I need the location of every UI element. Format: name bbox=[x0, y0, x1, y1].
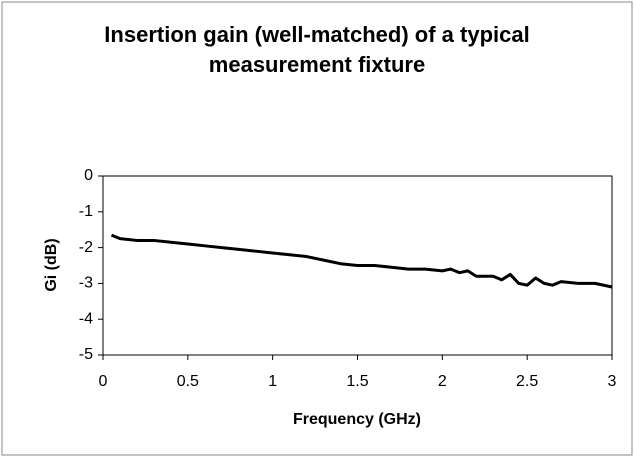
chart-title: Insertion gain (well-matched) of a typic… bbox=[104, 22, 530, 77]
data-line bbox=[110, 233, 613, 289]
x-tick-label: 0.5 bbox=[177, 373, 199, 390]
y-axis-label: Gi (dB) bbox=[43, 238, 60, 291]
x-tick-label: 1 bbox=[268, 373, 277, 390]
x-tick-label: 0 bbox=[99, 373, 108, 390]
x-tick-label: 2.5 bbox=[516, 373, 538, 390]
y-tick-label: -3 bbox=[79, 275, 93, 292]
y-tick-label: -1 bbox=[79, 203, 93, 220]
y-tick-label: 0 bbox=[84, 167, 93, 184]
x-tick-label: 2 bbox=[438, 373, 447, 390]
y-tick-label: -4 bbox=[79, 310, 93, 327]
y-tick-label: -2 bbox=[79, 239, 93, 256]
x-tick-label: 3 bbox=[608, 373, 617, 390]
x-axis-label: Frequency (GHz) bbox=[293, 411, 421, 428]
x-tick-label: 1.5 bbox=[346, 373, 368, 390]
y-tick-label: -5 bbox=[79, 346, 93, 363]
